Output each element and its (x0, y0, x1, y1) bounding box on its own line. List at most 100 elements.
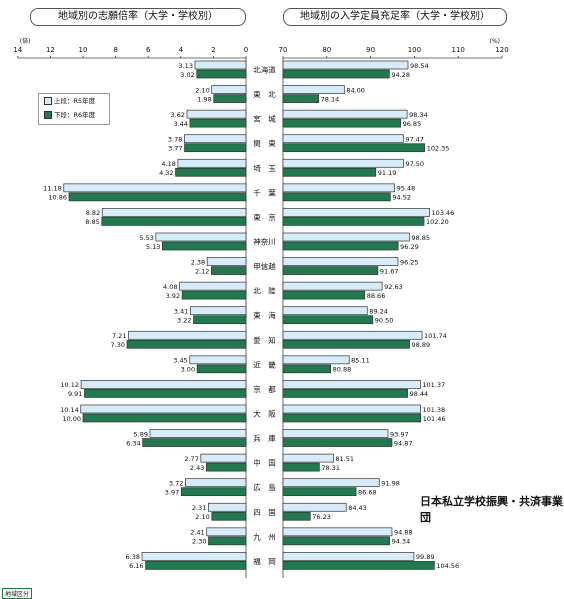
left-value-label-r6: 7.30 (111, 341, 125, 349)
right-value-label-r6: 90.50 (375, 317, 394, 325)
left-bar-r6 (206, 462, 247, 472)
right-bar-r6 (282, 94, 320, 103)
right-bar-r5 (282, 134, 404, 144)
right-value-label-r5: 84.00 (346, 86, 365, 94)
right-value-label-r6: 102.20 (426, 218, 449, 226)
right-bar-r6 (282, 438, 393, 447)
left-bar-r5 (184, 134, 247, 144)
right-bar-r6 (282, 413, 422, 423)
left-bar-r5 (207, 502, 247, 512)
right-axis-tick-label: 90 (366, 46, 375, 54)
category-label: 東 京 (253, 212, 276, 222)
right-value-label-r5: 92.63 (384, 283, 403, 291)
right-bar-r6 (282, 487, 357, 497)
right-bar-r5 (282, 453, 334, 463)
left-value-label-r6: 8.85 (85, 218, 99, 226)
left-chart-title: 地域別の志願倍率（大学・学校別） (30, 8, 246, 26)
left-value-label-r6: 6.34 (126, 439, 140, 447)
right-value-label-r6: 76.23 (312, 513, 331, 521)
left-axis-tick-label: 12 (46, 46, 55, 54)
right-bar-r5 (282, 232, 410, 242)
right-bar-r5 (282, 380, 421, 389)
right-value-label-r5: 103.46 (432, 209, 455, 217)
category-label: 京 都 (253, 384, 276, 394)
region-badge: 地域区分 (2, 588, 33, 599)
right-bar-r5 (282, 109, 408, 119)
left-bar-r6 (184, 143, 247, 153)
category-label: 四 国 (253, 508, 276, 517)
category-label: 中 国 (253, 458, 276, 468)
right-value-label-r6: 94.87 (394, 439, 413, 447)
left-value-label-r5: 2.10 (195, 86, 209, 94)
left-value-label-r5: 3.62 (171, 111, 185, 119)
left-value-label-r6: 4.32 (159, 169, 173, 177)
right-value-label-r6: 98.44 (410, 390, 429, 398)
left-value-label-r6: 2.43 (190, 464, 204, 472)
right-unit-label: (%) (490, 38, 500, 45)
right-value-label-r6: 94.28 (391, 71, 410, 79)
left-bar-r5 (101, 208, 247, 217)
left-value-label-r5: 8.82 (86, 209, 100, 217)
left-value-label-r5: 3.78 (168, 136, 182, 144)
right-bar-r6 (282, 511, 311, 521)
right-bar-r6 (282, 217, 425, 226)
left-bar-r5 (63, 183, 247, 193)
right-axis-tick-label: 100 (408, 46, 421, 54)
right-bar-r5 (282, 404, 421, 414)
left-axis-tick-label: 8 (113, 46, 117, 54)
right-bar-r6 (282, 290, 366, 300)
legend-label-lower: 下段：R6年度 (54, 111, 96, 119)
right-value-label-r5: 101.37 (422, 381, 445, 389)
left-bar-r5 (155, 232, 247, 242)
left-bar-r5 (177, 158, 247, 168)
right-value-label-r5: 96.25 (400, 258, 419, 266)
left-value-label-r6: 2.10 (195, 513, 209, 521)
right-bar-r5 (282, 429, 389, 438)
right-value-label-r6: 80.88 (333, 366, 352, 374)
left-bar-r5 (206, 257, 247, 266)
right-value-label-r6: 78.31 (321, 464, 340, 472)
right-value-label-r6: 88.66 (367, 292, 386, 300)
left-bar-r6 (211, 511, 247, 521)
right-value-label-r6: 91.67 (380, 267, 399, 275)
left-value-label-r6: 2.30 (192, 538, 206, 546)
left-value-label-r5: 3.72 (169, 479, 183, 487)
left-value-label-r6: 9.91 (68, 390, 82, 398)
left-unit-label: (倍) (20, 37, 31, 45)
right-value-label-r5: 93.97 (390, 430, 409, 438)
right-bar-r6 (282, 536, 390, 546)
category-label: 広 島 (253, 482, 276, 492)
left-axis-tick-label: 6 (146, 46, 151, 54)
left-value-label-r6: 5.13 (146, 243, 160, 251)
left-axis-tick-label: 10 (79, 46, 88, 54)
left-bar-r5 (179, 281, 247, 291)
left-value-label-r5: 7.21 (112, 332, 126, 340)
right-bar-r5 (282, 552, 415, 561)
right-value-label-r5: 99.89 (416, 553, 435, 561)
right-value-label-r5: 94.88 (394, 529, 413, 537)
category-label: 東 海 (253, 310, 276, 320)
right-bar-r5 (282, 306, 368, 316)
category-label: 大 阪 (253, 408, 276, 418)
right-value-label-r6: 102.35 (427, 145, 450, 153)
left-value-label-r6: 3.22 (177, 317, 191, 325)
left-bar-r6 (196, 69, 247, 79)
right-bar-r6 (282, 69, 390, 79)
right-bar-r6 (282, 339, 410, 349)
legend: 上段：R5年度 下段：R6年度 (38, 93, 110, 125)
left-value-label-r6: 1.98 (197, 95, 211, 103)
right-bar-r5 (282, 257, 399, 266)
category-label: 九 州 (253, 532, 276, 541)
right-bar-r5 (282, 355, 350, 365)
right-axis-tick-label: 80 (322, 46, 331, 54)
organization-name: 日本私立学校振興・共済事業団 (420, 495, 563, 524)
right-value-label-r5: 81.51 (335, 455, 354, 463)
right-value-label-r6: 104.56 (436, 562, 459, 570)
right-value-label-r6: 94.52 (392, 194, 411, 202)
left-value-label-r5: 5.89 (134, 430, 148, 438)
right-bar-r5 (282, 527, 393, 537)
right-value-label-r5: 89.24 (369, 308, 388, 316)
left-bar-r5 (194, 60, 247, 70)
left-bar-r6 (189, 118, 247, 128)
